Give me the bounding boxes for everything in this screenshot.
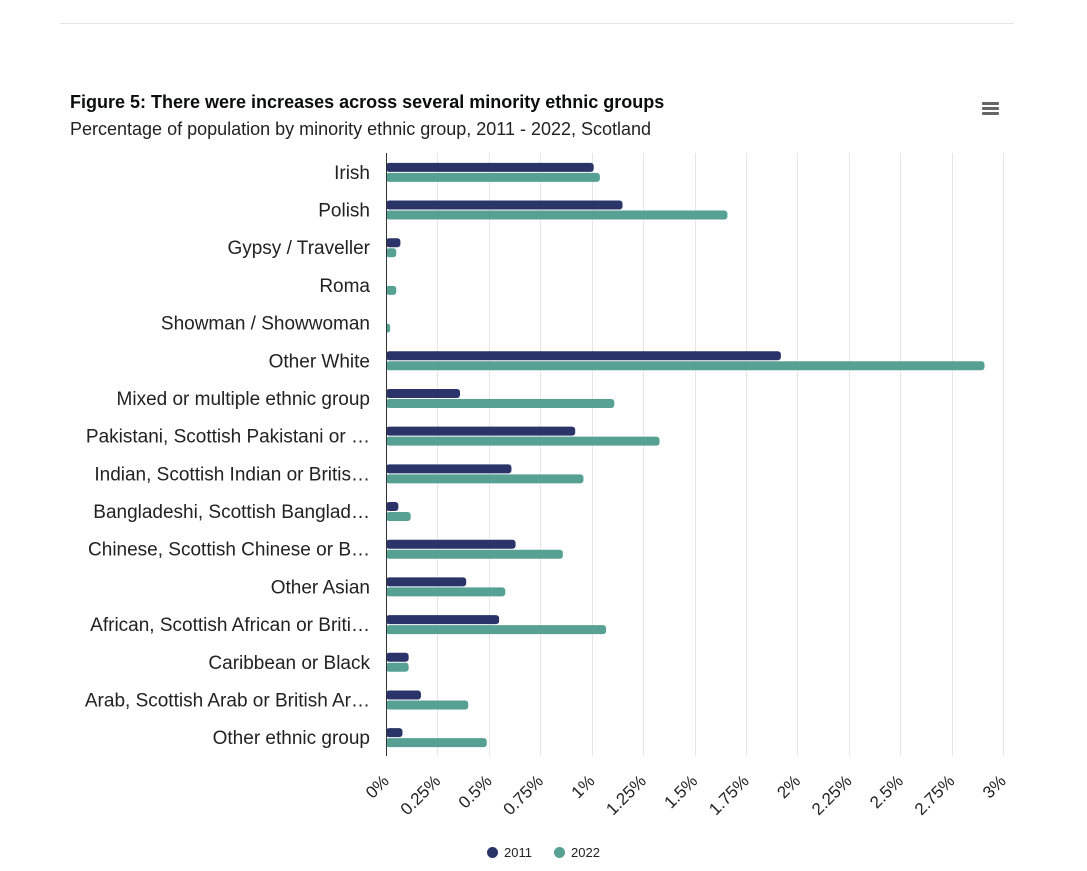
x-tick-label: 1.25% — [602, 771, 650, 819]
category-label: Bangladeshi, Scottish Banglad… — [93, 502, 370, 523]
bar-2011[interactable] — [386, 426, 576, 436]
chart-subtitle: Percentage of population by minority eth… — [70, 119, 652, 139]
bar-2022[interactable] — [386, 172, 600, 182]
x-tick-label: 2% — [773, 771, 804, 802]
x-tick-label: 0.5% — [455, 771, 496, 812]
bar-2011[interactable] — [386, 615, 500, 625]
x-tick-label: 1.75% — [705, 771, 753, 819]
category-label: Other Asian — [271, 577, 370, 598]
bar-2022[interactable] — [386, 625, 607, 635]
top-divider — [60, 23, 1014, 24]
bar-2011[interactable] — [386, 652, 409, 662]
bar-2022[interactable] — [386, 587, 506, 597]
x-tick-label: 2.75% — [911, 771, 959, 819]
bar-2011[interactable] — [386, 728, 403, 738]
bar-2022[interactable] — [386, 662, 409, 672]
category-label: Chinese, Scottish Chinese or B… — [88, 540, 370, 561]
bar-2011[interactable] — [386, 200, 623, 210]
bar-2011[interactable] — [386, 162, 594, 172]
bar-2011[interactable] — [386, 690, 421, 700]
bar-2011[interactable] — [386, 238, 401, 248]
legend-label-2011: 2011 — [504, 845, 533, 860]
legend-marker-2022 — [554, 847, 566, 858]
bar-2022[interactable] — [386, 474, 584, 484]
x-tick-label: 3% — [979, 771, 1010, 802]
category-label: Other White — [269, 351, 370, 372]
category-label: Indian, Scottish Indian or Britis… — [94, 464, 370, 485]
bar-2011[interactable] — [386, 464, 512, 474]
x-tick-label: 2.5% — [866, 771, 907, 812]
legend-item-2022[interactable]: 2022 — [554, 845, 600, 860]
bar-2011[interactable] — [386, 539, 516, 549]
bar-2022[interactable] — [386, 285, 397, 295]
bar-2022[interactable] — [386, 549, 563, 559]
bar-2022[interactable] — [386, 738, 487, 748]
bar-2022[interactable] — [386, 436, 660, 446]
chart-legend: 2011 2022 — [0, 845, 1087, 860]
category-label: African, Scottish African or Briti… — [90, 615, 370, 636]
x-tick-label: 0% — [362, 771, 393, 802]
category-label: Caribbean or Black — [208, 653, 370, 674]
x-tick-label: 1% — [568, 771, 599, 802]
category-label: Irish — [334, 163, 370, 184]
category-label: Showman / Showwoman — [161, 314, 370, 335]
bar-2022[interactable] — [386, 361, 985, 371]
bar-2011[interactable] — [386, 577, 467, 587]
x-tick-label: 2.25% — [808, 771, 856, 819]
legend-marker-2011 — [487, 847, 499, 858]
legend-label-2022: 2022 — [571, 845, 600, 860]
bar-2022[interactable] — [386, 700, 469, 710]
category-label: Arab, Scottish Arab or British Ar… — [85, 690, 370, 711]
category-label: Gypsy / Traveller — [227, 238, 370, 259]
chart-title: Figure 5: There were increases across se… — [70, 92, 665, 112]
chart-menu-icon[interactable] — [978, 97, 1002, 121]
category-label: Mixed or multiple ethnic group — [117, 389, 370, 410]
bar-2022[interactable] — [386, 512, 411, 522]
bar-2011[interactable] — [386, 388, 461, 398]
x-tick-label: 1.5% — [660, 771, 701, 812]
category-label: Pakistani, Scottish Pakistani or … — [86, 427, 370, 448]
bar-2022[interactable] — [386, 323, 391, 333]
bar-2011[interactable] — [386, 502, 399, 512]
bar-2011[interactable] — [386, 351, 781, 361]
category-label: Roma — [319, 276, 370, 297]
legend-item-2011[interactable]: 2011 — [487, 845, 532, 860]
bar-2022[interactable] — [386, 248, 397, 258]
x-tick-label: 0.75% — [500, 771, 548, 819]
bar-2022[interactable] — [386, 398, 615, 408]
category-label: Polish — [318, 201, 370, 222]
bar-2022[interactable] — [386, 210, 728, 220]
category-label: Other ethnic group — [213, 728, 370, 749]
x-tick-label: 0.25% — [397, 771, 445, 819]
